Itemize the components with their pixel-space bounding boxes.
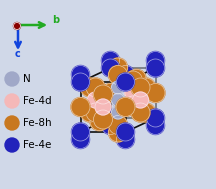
Circle shape	[146, 109, 165, 127]
Circle shape	[87, 92, 103, 108]
Circle shape	[71, 130, 89, 149]
Circle shape	[102, 116, 119, 135]
Circle shape	[132, 92, 149, 108]
Circle shape	[108, 58, 127, 77]
Text: Fe-4e: Fe-4e	[23, 140, 51, 150]
Circle shape	[94, 85, 113, 104]
Circle shape	[111, 106, 124, 119]
Circle shape	[13, 22, 21, 29]
Circle shape	[81, 78, 100, 97]
Circle shape	[146, 59, 165, 77]
Circle shape	[90, 87, 109, 106]
Circle shape	[5, 94, 19, 108]
Circle shape	[108, 123, 127, 142]
Circle shape	[125, 85, 141, 101]
Circle shape	[90, 112, 109, 131]
Circle shape	[146, 84, 165, 102]
Circle shape	[116, 130, 135, 149]
Circle shape	[116, 98, 135, 116]
Circle shape	[5, 138, 19, 152]
Circle shape	[116, 123, 135, 141]
Circle shape	[124, 96, 143, 115]
Circle shape	[108, 66, 127, 84]
Text: Fe-4d: Fe-4d	[23, 96, 52, 106]
Circle shape	[5, 72, 19, 86]
Text: N: N	[23, 74, 31, 84]
Circle shape	[81, 103, 100, 122]
Circle shape	[116, 73, 135, 91]
Text: Fe-8h: Fe-8h	[23, 118, 52, 128]
Circle shape	[111, 94, 124, 106]
Circle shape	[102, 59, 119, 77]
Circle shape	[86, 103, 105, 122]
Circle shape	[136, 78, 155, 97]
Circle shape	[131, 103, 150, 122]
Text: b: b	[52, 15, 59, 25]
Circle shape	[71, 123, 89, 141]
Circle shape	[124, 71, 143, 90]
Circle shape	[146, 116, 165, 135]
Circle shape	[5, 116, 19, 130]
Circle shape	[127, 94, 146, 113]
Text: c: c	[15, 49, 21, 59]
Circle shape	[146, 51, 165, 70]
Circle shape	[116, 66, 135, 84]
Circle shape	[86, 78, 105, 97]
Circle shape	[95, 99, 111, 115]
Circle shape	[111, 81, 124, 94]
Circle shape	[94, 110, 113, 129]
Circle shape	[101, 84, 120, 102]
Circle shape	[127, 69, 146, 88]
Circle shape	[102, 51, 119, 70]
Circle shape	[108, 115, 127, 135]
Circle shape	[71, 66, 89, 84]
Circle shape	[71, 73, 89, 91]
Circle shape	[102, 109, 119, 127]
Circle shape	[131, 78, 150, 97]
Circle shape	[136, 103, 155, 122]
Circle shape	[71, 98, 90, 116]
